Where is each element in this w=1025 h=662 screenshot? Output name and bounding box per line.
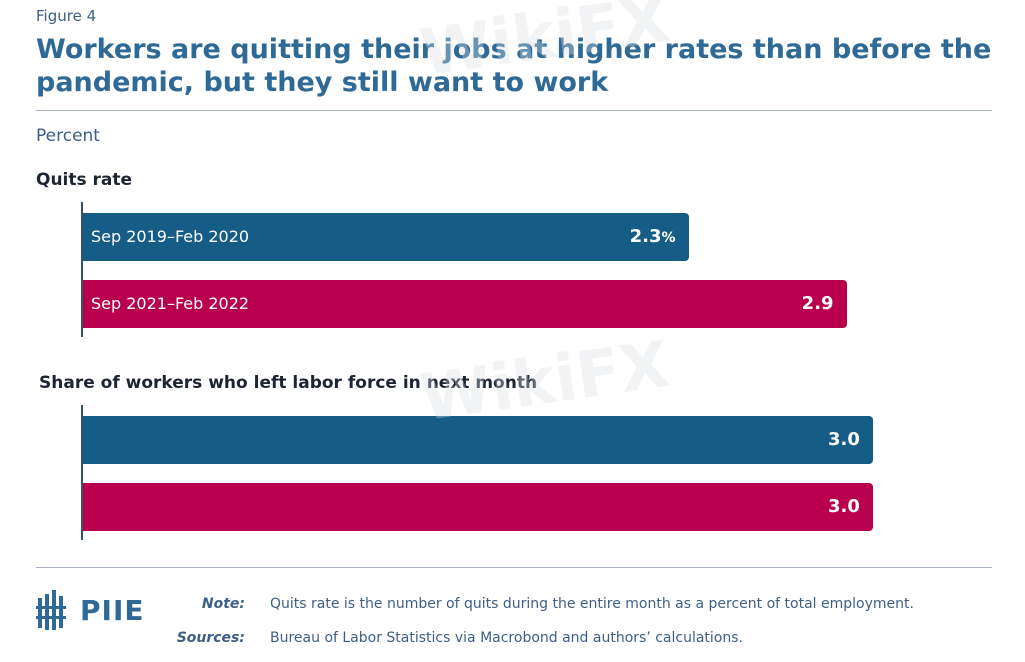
piie-logo-text: PIIE [80,594,145,627]
title-rule [36,110,992,111]
bar [83,280,847,328]
panel-title: Quits rate [36,170,133,190]
chart-title: Workers are quitting their jobs at highe… [36,34,992,98]
piie-logo-icon [36,590,66,630]
bar [83,213,689,261]
sources-text: Bureau of Labor Statistics via Macrobond… [270,630,743,646]
series-label: Sep 2021–Feb 2022 [91,294,250,313]
sources-label: Sources: [176,630,245,646]
series-label: Sep 2019–Feb 2020 [91,227,250,246]
figure-label: Figure 4 [36,7,97,25]
data-label: 2.3% [629,226,676,247]
note-text: Quits rate is the number of quits during… [270,596,914,612]
bar-axis [81,405,83,540]
data-label: 3.0 [828,429,860,450]
footer-rule [36,567,992,568]
panel-title: Share of workers who left labor force in… [39,373,538,393]
note-label: Note: [201,596,245,612]
percent-suffix: % [661,230,676,246]
data-label: 3.0 [828,496,860,517]
data-label: 2.9 [801,293,834,314]
bar-axis [81,202,83,337]
bar [83,483,873,531]
unit-label: Percent [36,126,100,146]
bar [83,416,873,464]
